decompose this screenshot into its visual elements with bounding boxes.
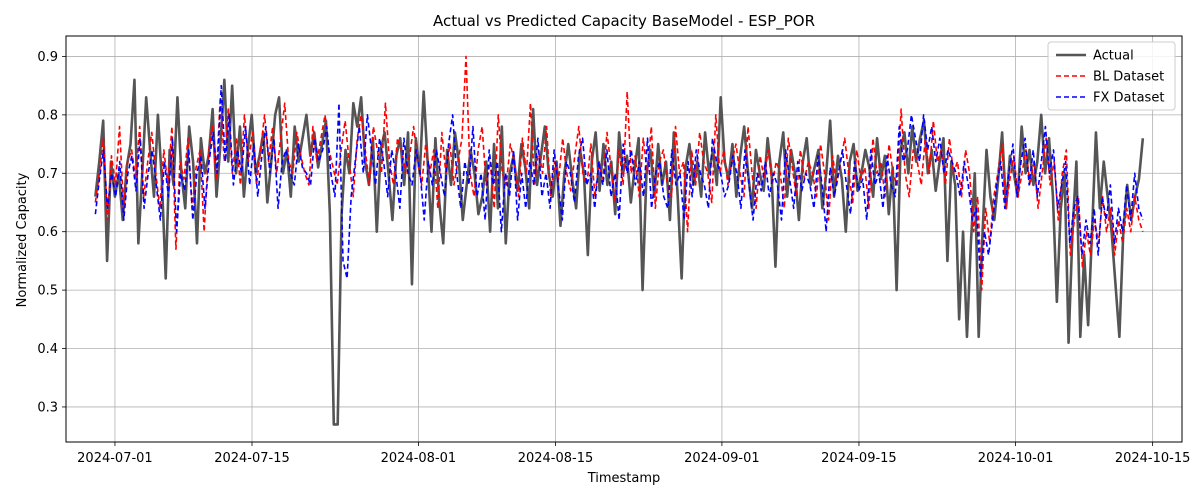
legend-label: BL Dataset	[1093, 70, 1164, 85]
y-tick-label: 0.6	[37, 225, 58, 240]
x-axis-title: Timestamp	[587, 471, 661, 486]
series-layer	[94, 55, 1145, 426]
legend: Actual BL Dataset FX Dataset	[1047, 41, 1176, 111]
y-tick-label: 0.4	[37, 342, 58, 357]
x-axis: 2024-07-01 2024-07-15 2024-08-01 2024-08-15…	[77, 442, 1190, 466]
y-tick-label: 0.7	[37, 167, 58, 182]
legend-box	[1047, 41, 1176, 111]
legend-label: Actual	[1093, 49, 1134, 64]
x-tick-label: 2024-08-01	[381, 451, 457, 466]
y-tick-label: 0.3	[37, 400, 58, 415]
chart-title: Actual vs Predicted Capacity BaseModel -…	[433, 12, 815, 31]
x-tick-label: 2024-10-01	[978, 451, 1054, 466]
y-tick-label: 0.8	[37, 108, 58, 123]
x-tick-label: 2024-08-15	[518, 451, 594, 466]
series-line-bl-dataset	[94, 55, 1144, 291]
plot-area: 2024-07-01 2024-07-15 2024-08-01 2024-08-15…	[37, 35, 1190, 466]
x-tick-label: 2024-07-15	[214, 451, 290, 466]
y-tick-label: 0.9	[37, 50, 58, 65]
x-tick-label: 2024-09-15	[821, 451, 897, 466]
x-tick-label: 2024-10-15	[1115, 451, 1191, 466]
y-tick-label: 0.5	[37, 284, 58, 299]
x-tick-label: 2024-09-01	[684, 451, 760, 466]
series-line-fx-dataset	[94, 84, 1144, 280]
y-axis-title: Normalized Capacity	[15, 172, 30, 307]
legend-label: FX Dataset	[1093, 91, 1164, 106]
x-tick-label: 2024-07-01	[77, 451, 153, 466]
y-axis: 0.3 0.4 0.5 0.6 0.7 0.8 0.9	[37, 50, 66, 415]
series-line-actual	[94, 78, 1145, 426]
plot-frame	[65, 35, 1183, 443]
